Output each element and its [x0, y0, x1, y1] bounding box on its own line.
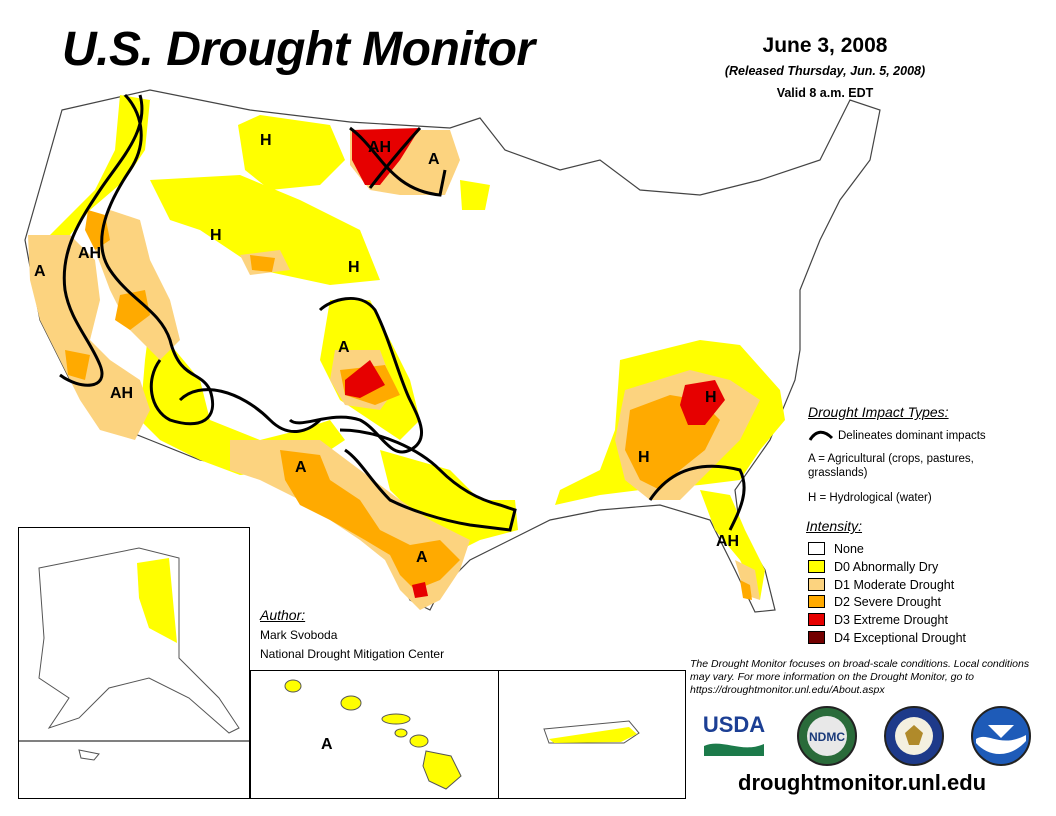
- website-url: droughtmonitor.unl.edu: [738, 770, 987, 795]
- d3-areas: [345, 128, 725, 598]
- author-org: National Drought Mitigation Center: [260, 647, 445, 661]
- label-wy-h: H: [210, 227, 222, 244]
- label-mt-h: H: [260, 132, 272, 149]
- label-nw-ah: AH: [78, 245, 101, 262]
- ndmc-logo: NDMC: [797, 706, 857, 766]
- label-se-h: H: [638, 449, 650, 466]
- swatch-d3: [808, 613, 825, 626]
- label-mn-a: A: [428, 151, 440, 168]
- label-nm-a: A: [295, 459, 307, 476]
- alaska-inset: [18, 527, 250, 799]
- page-title: U.S. Drought Monitor: [62, 23, 535, 76]
- impact-lines: [59, 93, 746, 532]
- map-date: June 3, 2008: [762, 34, 888, 57]
- hawaii-inset: A: [250, 670, 500, 799]
- legend-d0: D0 Abnormally Dry: [808, 559, 938, 574]
- impact-hydrological-label: H = Hydrological (water): [808, 492, 932, 504]
- release-date: (Released Thursday, Jun. 5, 2008): [724, 64, 926, 78]
- legend-none: None: [808, 541, 864, 556]
- puerto-rico-inset: [498, 670, 686, 799]
- swatch-d1: [808, 578, 825, 591]
- label-hi-a: A: [321, 736, 333, 753]
- valid-time: Valid 8 a.m. EDT: [776, 86, 874, 100]
- label-nc-h: H: [705, 389, 717, 406]
- label-ca-a: A: [34, 263, 46, 280]
- delineation-line-icon: [808, 430, 834, 441]
- puerto-rico-map: [543, 720, 640, 744]
- label-co-a: A: [338, 339, 350, 356]
- info-note: The Drought Monitor focuses on broad-sca…: [690, 658, 1030, 696]
- commerce-seal-icon: [884, 706, 944, 766]
- author-name: Mark Svoboda: [260, 628, 338, 642]
- ndmc-text: NDMC: [809, 730, 845, 744]
- impact-agricultural-label: A = Agricultural (crops, pastures, grass…: [808, 453, 974, 479]
- hawaii-map: A: [284, 679, 462, 790]
- legend-d1: D1 Moderate Drought: [808, 577, 954, 592]
- label-fl-ah: AH: [716, 533, 739, 550]
- noaa-logo-icon: [971, 706, 1031, 766]
- legend-d2: D2 Severe Drought: [808, 594, 941, 609]
- label-nd-ah: AH: [368, 139, 391, 156]
- swatch-d4: [808, 631, 825, 644]
- impact-types-title: Drought Impact Types:: [808, 404, 949, 420]
- author-title: Author:: [260, 607, 306, 623]
- label-ne-h: H: [348, 259, 360, 276]
- swatch-d2: [808, 595, 825, 608]
- usda-wave-icon: [704, 743, 764, 756]
- swatch-d0: [808, 560, 825, 573]
- usda-text: USDA: [702, 712, 766, 737]
- legend-d4: D4 Exceptional Drought: [808, 630, 966, 645]
- usda-logo: USDA: [702, 712, 766, 760]
- impact-delineates-label: Delineates dominant impacts: [838, 430, 986, 442]
- label-sw-ah: AH: [110, 385, 133, 402]
- alaska-map: [19, 547, 249, 761]
- swatch-none: [808, 542, 825, 555]
- intensity-title: Intensity:: [806, 518, 863, 534]
- label-tx-a: A: [416, 549, 428, 566]
- legend-d3: D3 Extreme Drought: [808, 612, 948, 627]
